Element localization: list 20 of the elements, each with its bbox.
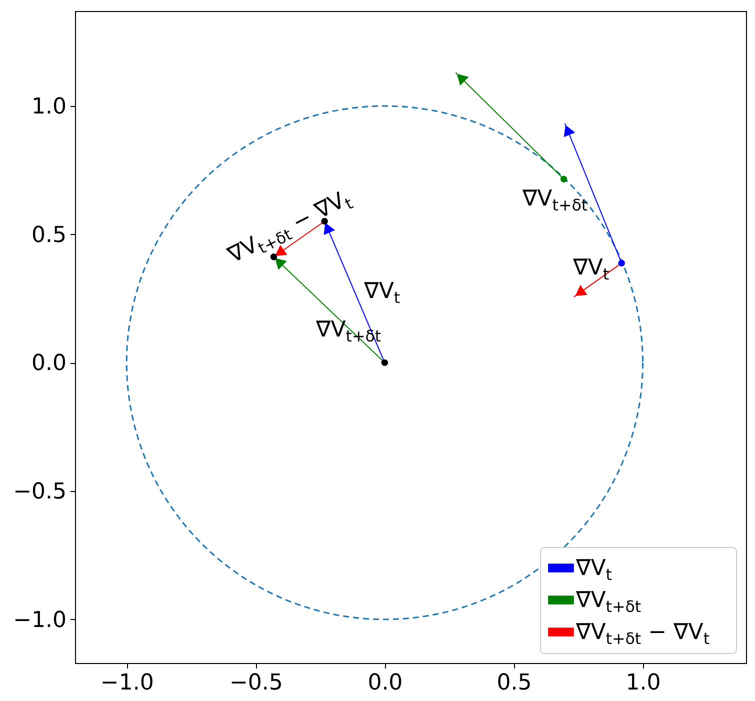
- x-tick-label: −1.0: [100, 670, 154, 696]
- point: [560, 176, 568, 182]
- legend-label: ∇V$_{t}$: [575, 556, 612, 584]
- x-tick-label: 1.0: [626, 670, 661, 696]
- point: [381, 359, 388, 366]
- y-tick-label: −1.0: [13, 608, 66, 633]
- annotation: ∇V$_{t+δt}$: [521, 186, 588, 214]
- y-tick-label: 1.0: [32, 94, 66, 120]
- x-tick-label: −0.5: [229, 670, 283, 696]
- x-tick-label: 0.0: [368, 670, 403, 696]
- legend-label: ∇V$_{t+δt}$ − ∇V$_{t}$: [575, 620, 710, 648]
- y-tick-label: −0.5: [13, 480, 66, 505]
- annotation: ∇V$_{t}$: [363, 278, 400, 307]
- point: [618, 260, 625, 266]
- legend-label: ∇V$_{t+δt}$: [575, 588, 642, 616]
- y-tick-label: 0.5: [32, 222, 66, 248]
- point: [321, 218, 328, 225]
- point: [270, 254, 278, 260]
- x-tick-label: 0.5: [496, 670, 532, 696]
- y-tick-label: 0.0: [32, 351, 66, 376]
